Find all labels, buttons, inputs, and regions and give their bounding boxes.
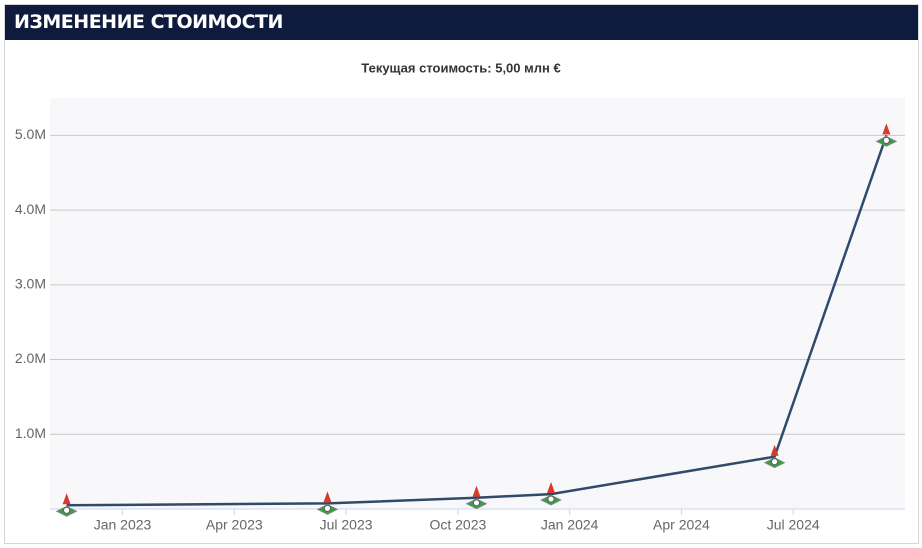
y-tick-label: 5.0M xyxy=(15,126,46,142)
logo-part xyxy=(62,493,71,505)
x-tick-label: Oct 2023 xyxy=(429,517,486,533)
logo-part xyxy=(323,491,332,503)
x-tick-label: Jul 2024 xyxy=(767,517,820,533)
x-tick-label: Apr 2024 xyxy=(653,517,710,533)
club-logo-marker xyxy=(875,123,898,147)
y-tick-label: 2.0M xyxy=(15,350,46,366)
x-tick-label: Jan 2023 xyxy=(94,517,152,533)
logo-part xyxy=(324,504,331,512)
logo-part xyxy=(473,499,480,507)
logo-part xyxy=(770,444,779,456)
y-tick-label: 3.0M xyxy=(15,276,46,292)
logo-part xyxy=(547,495,555,503)
club-logo-marker xyxy=(540,482,562,506)
logo-part xyxy=(771,458,778,466)
y-tick-label: 1.0M xyxy=(15,425,46,441)
logo-part xyxy=(882,136,890,144)
club-logo-marker xyxy=(316,491,339,515)
x-tick-label: Apr 2023 xyxy=(206,517,263,533)
plot-background xyxy=(50,98,905,509)
logo-part xyxy=(63,506,71,514)
x-tick-label: Jul 2023 xyxy=(320,517,373,533)
widget-title: ИЗМЕНЕНИЕ СТОИМОСТИ xyxy=(5,5,918,40)
series-line xyxy=(66,134,888,507)
x-tick-label: Jan 2024 xyxy=(541,517,599,533)
club-logo-marker xyxy=(763,444,786,469)
chart-subtitle: Текущая стоимость: 5,00 млн € xyxy=(361,60,560,75)
logo-part xyxy=(547,482,556,494)
club-logo-marker xyxy=(465,485,488,510)
logo-part xyxy=(472,485,481,497)
club-logo-marker xyxy=(55,493,78,517)
logo-part xyxy=(882,123,891,135)
y-tick-label: 4.0M xyxy=(15,201,46,217)
